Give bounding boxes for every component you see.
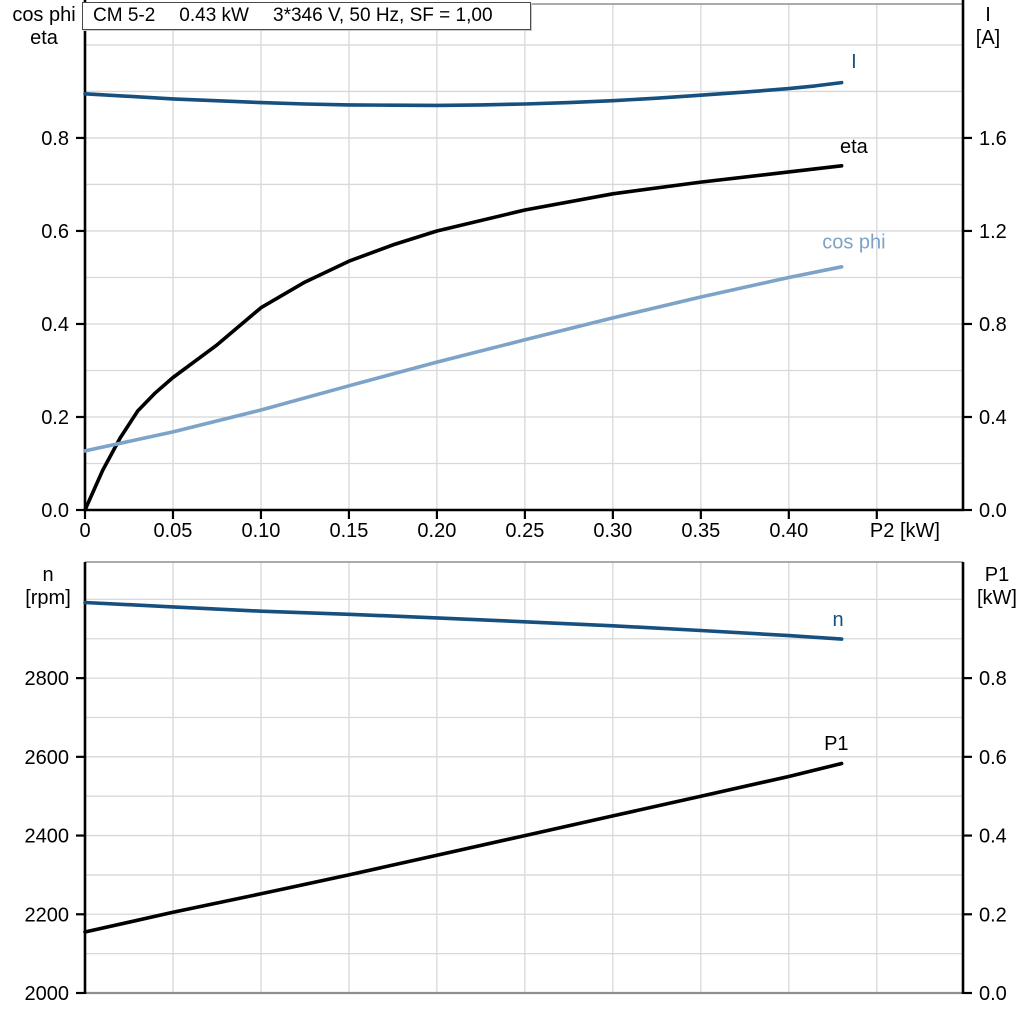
chart-title-box: CM 5-2 0.43 kW 3*346 V, 50 Hz, SF = 1,00 xyxy=(82,2,531,30)
motor-top-x-tick-label: 0.35 xyxy=(681,520,720,542)
motor-top-right-tick-label: 1.2 xyxy=(979,221,1007,243)
motor-bottom-right-tick-label: 0.4 xyxy=(979,826,1007,848)
motor-bottom-left-tick-label: 2400 xyxy=(25,826,70,848)
motor-bottom-left-tick-label: 2600 xyxy=(25,747,70,769)
motor-top-right-tick-label: 1.6 xyxy=(979,128,1007,150)
motor-top-x-tick-label: 0.05 xyxy=(154,520,193,542)
motor-bottom-right-axis-title: [kW] xyxy=(977,587,1017,609)
rated-power-label: 0.43 kW xyxy=(179,5,249,26)
motor-top-x-tick-label: 0.10 xyxy=(241,520,280,542)
motor-bottom-left-axis-title: [rpm] xyxy=(25,587,71,609)
motor-top-x-axis-unit-label: P2 [kW] xyxy=(870,520,940,542)
motor-top-curve-label-cos-phi: cos phi xyxy=(822,232,885,254)
motor-top-left-axis-title: eta xyxy=(30,27,59,49)
motor-top-right-tick-label: 0.8 xyxy=(979,314,1007,336)
motor-top-left-axis-title: cos phi xyxy=(12,4,75,26)
motor-bottom-right-tick-label: 0.0 xyxy=(979,983,1007,1005)
motor-top-x-tick-label: 0.20 xyxy=(417,520,456,542)
motor-top-left-tick-label: 0.8 xyxy=(41,128,69,150)
pump-model-label: CM 5-2 xyxy=(93,5,156,26)
motor-bottom-curve-n xyxy=(83,600,844,641)
motor-top-x-tick-label: 0.25 xyxy=(505,520,544,542)
motor-bottom-left-tick-label: 2000 xyxy=(25,983,70,1005)
motor-bottom-right-tick-label: 0.8 xyxy=(979,668,1007,690)
motor-bottom-left-tick-label: 2200 xyxy=(25,904,70,926)
motor-top-left-tick-label: 0.2 xyxy=(41,407,69,429)
motor-top-right-axis-title: I xyxy=(985,4,991,26)
motor-top-x-tick-label: 0.30 xyxy=(593,520,632,542)
motor-top-curve-label-I: I xyxy=(851,51,857,73)
motor-top-curve-label-eta: eta xyxy=(840,136,869,158)
motor-top-left-tick-label: 0.0 xyxy=(41,500,69,522)
motor-top-curve-eta xyxy=(83,164,844,512)
motor-bottom-right-tick-label: 0.6 xyxy=(979,747,1007,769)
electrical-spec-label: 3*346 V, 50 Hz, SF = 1,00 xyxy=(273,5,493,26)
motor-bottom-curve-label-P1: P1 xyxy=(824,733,848,755)
motor-top-curve-cos-phi xyxy=(83,264,844,453)
motor-top-left-tick-label: 0.6 xyxy=(41,221,69,243)
motor-top-x-tick-label: 0.15 xyxy=(329,520,368,542)
motor-bottom-left-tick-label: 2800 xyxy=(25,668,70,690)
motor-bottom-left-axis-title: n xyxy=(42,564,53,586)
motor-top-x-tick-label: 0 xyxy=(79,520,90,542)
motor-top-x-tick-label: 0.40 xyxy=(769,520,808,542)
motor-top-right-tick-label: 0.0 xyxy=(979,500,1007,522)
motor-bottom-curve-label-n: n xyxy=(833,609,844,631)
motor-top-left-tick-label: 0.4 xyxy=(41,314,69,336)
motor-top-curve-I xyxy=(83,80,844,108)
motor-bottom-right-tick-label: 0.2 xyxy=(979,904,1007,926)
motor-top-right-axis-title: [A] xyxy=(976,27,1000,49)
motor-top-right-tick-label: 0.4 xyxy=(979,407,1007,429)
motor-bottom-curve-P1 xyxy=(83,761,844,934)
motor-bottom-right-axis-title: P1 xyxy=(985,564,1009,586)
